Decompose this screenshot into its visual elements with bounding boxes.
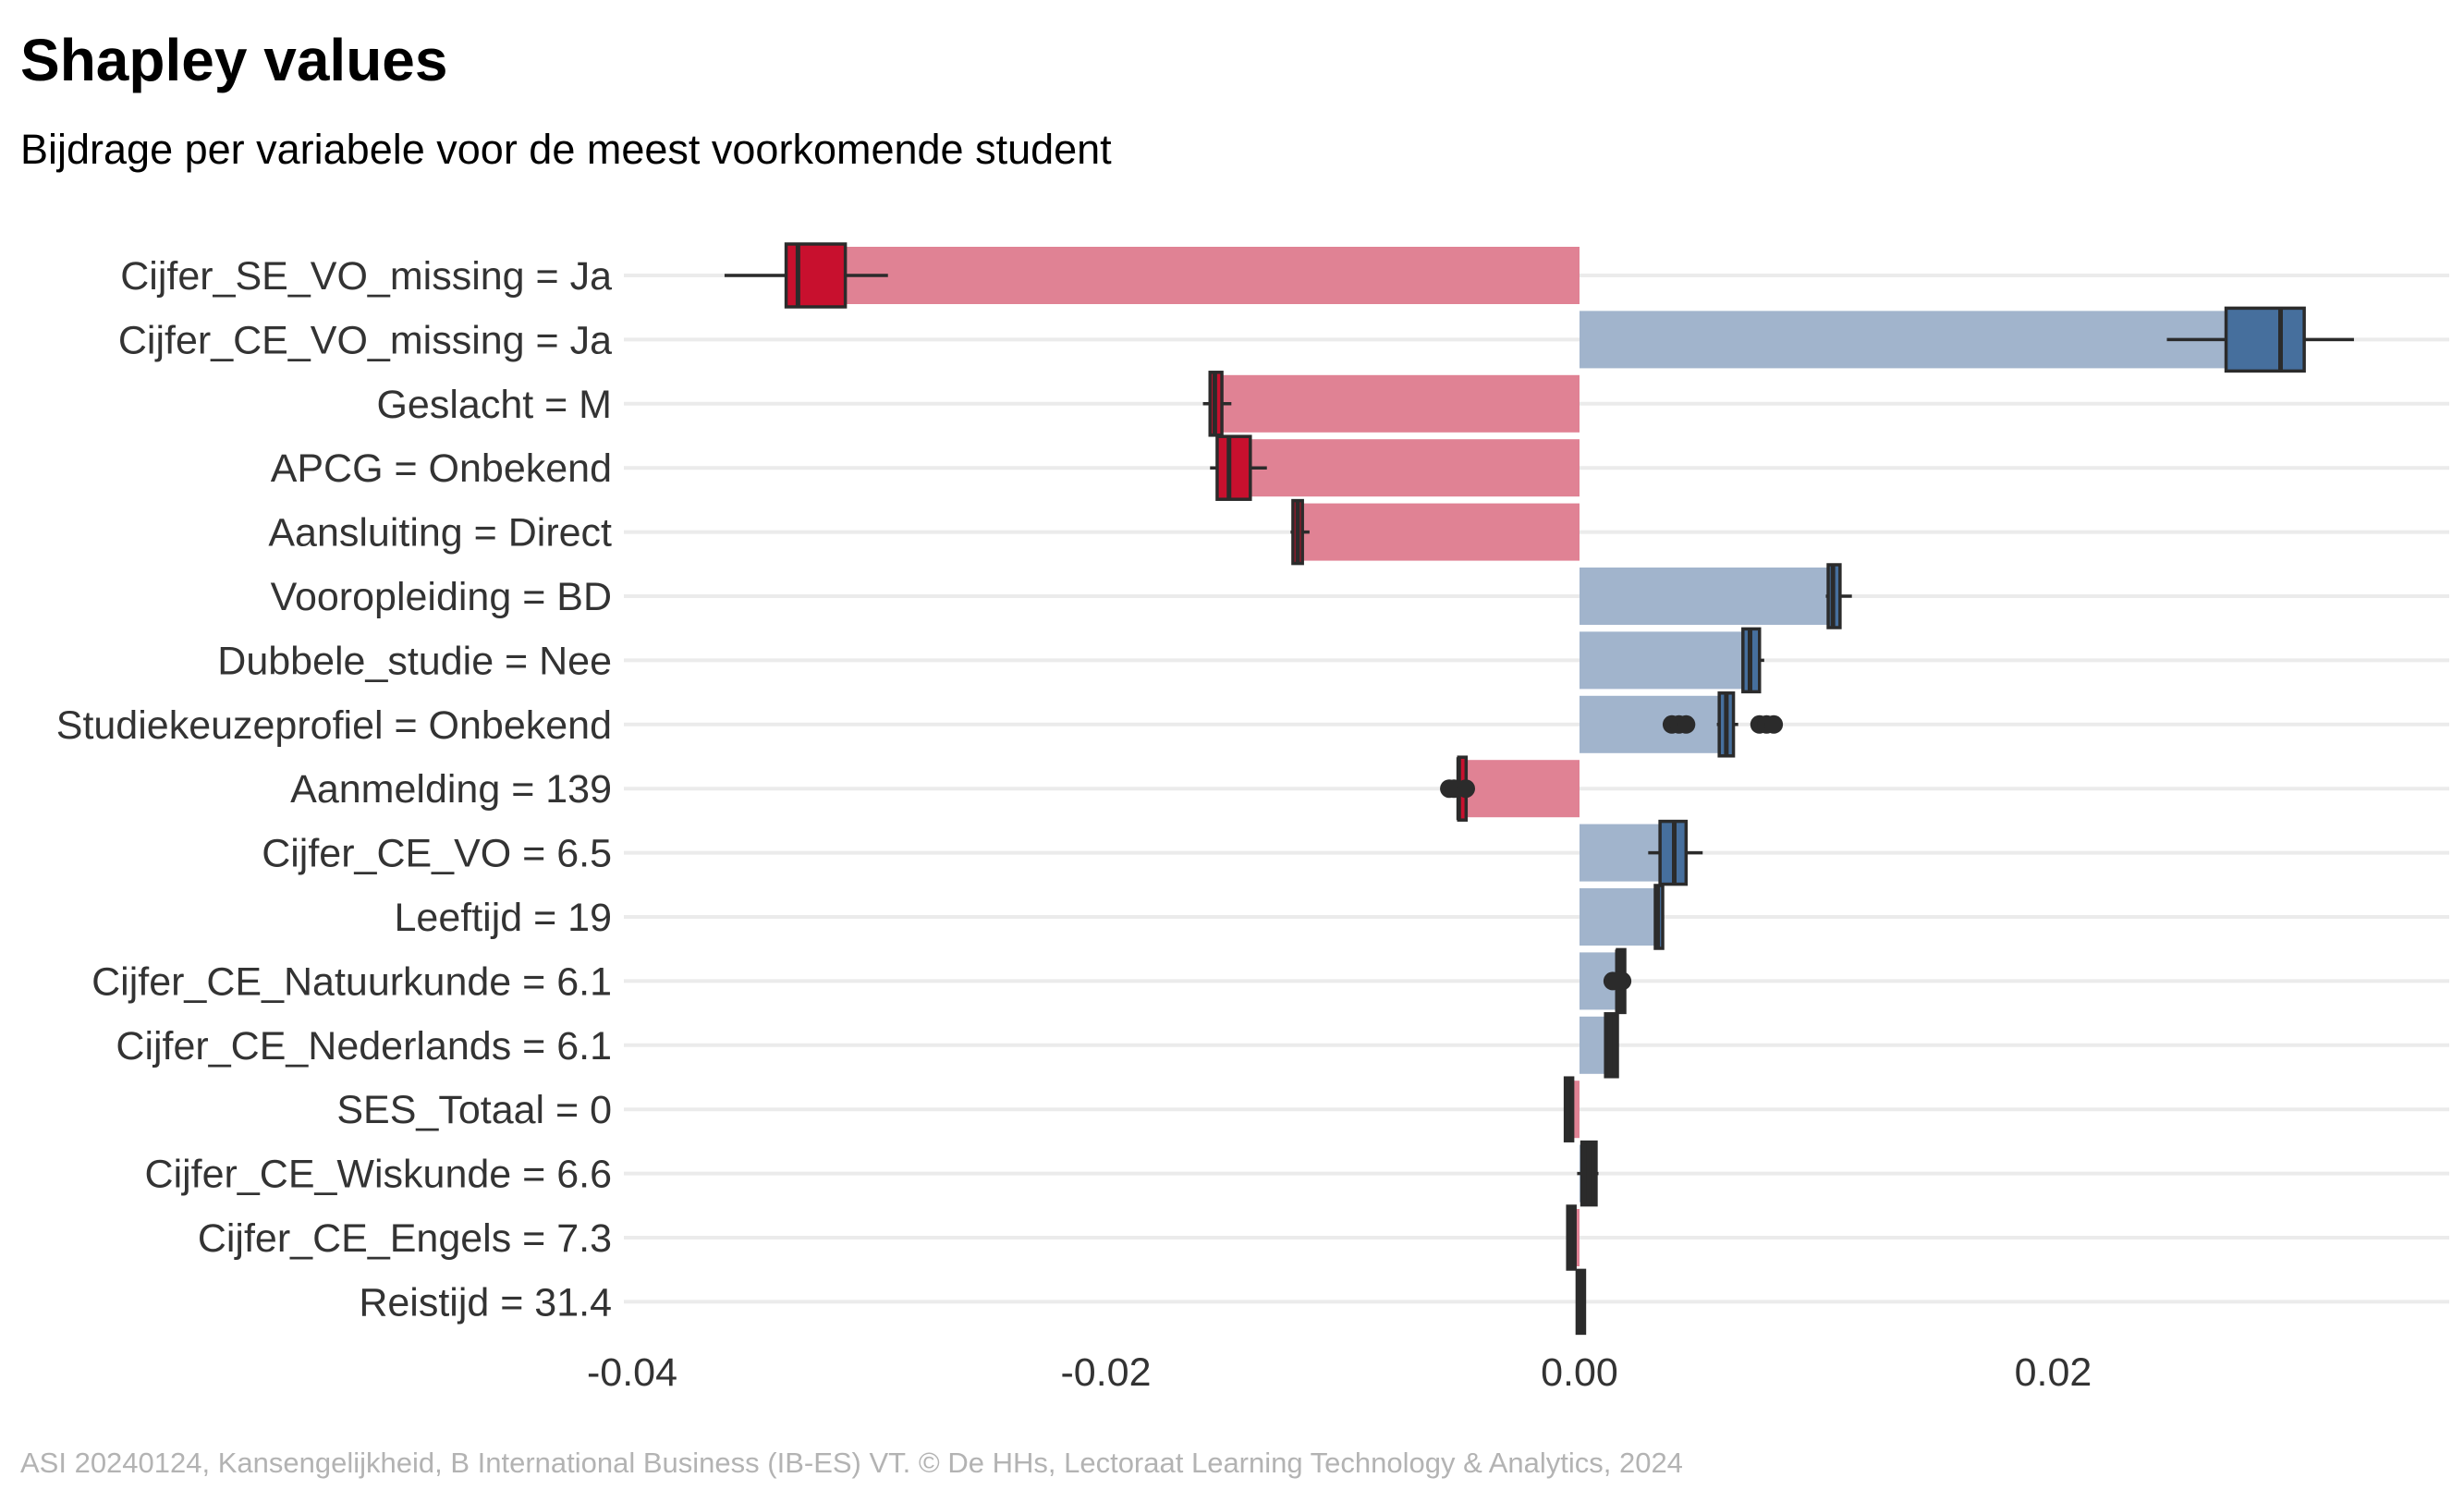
- boxplots: [724, 242, 2354, 1336]
- boxplot: [1440, 755, 1475, 822]
- boxplot-box: [2224, 306, 2306, 373]
- y-tick-label: Cijfer_CE_Natuurkunde = 6.1: [91, 959, 612, 1004]
- y-tick-label: Cijfer_CE_VO_missing = Ja: [118, 318, 612, 362]
- boxplot: [1604, 1012, 1619, 1079]
- x-tick-label: 0.00: [1541, 1350, 1618, 1395]
- boxplot-outlier: [1677, 714, 1696, 734]
- boxplot: [1575, 1268, 1587, 1336]
- boxplot-box: [1215, 434, 1252, 501]
- y-tick-label: Aanmelding = 139: [290, 767, 612, 812]
- y-tick-label: APCG = Onbekend: [271, 446, 612, 491]
- y-tick-label: Reistijd = 31.4: [359, 1280, 612, 1325]
- y-tick-label: Aansluiting = Direct: [268, 511, 612, 556]
- bar: [1580, 631, 1750, 690]
- boxplot: [724, 242, 888, 309]
- boxplot: [1662, 691, 1784, 758]
- boxplot-box: [784, 242, 848, 309]
- chart-title: Shapley values: [20, 27, 448, 93]
- bars: [814, 247, 2267, 1331]
- boxplot: [1741, 627, 1764, 694]
- y-tick-label: Leeftijd = 19: [395, 896, 613, 940]
- x-tick-label: -0.02: [1060, 1350, 1151, 1395]
- bar: [1219, 374, 1580, 433]
- boxplot: [1290, 498, 1310, 566]
- y-tick-label: Cijfer_CE_Wiskunde = 6.6: [145, 1153, 612, 1197]
- boxplot-outlier: [1764, 714, 1784, 734]
- y-tick-label: Vooropleiding = BD: [271, 575, 612, 619]
- boxplot: [1603, 947, 1632, 1015]
- boxplot: [1577, 1140, 1599, 1207]
- boxplot: [1653, 884, 1665, 950]
- boxplot: [1566, 1204, 1577, 1271]
- gridlines: [624, 274, 2449, 1304]
- bar: [1580, 568, 1829, 625]
- chart-caption: ASI 20240124, Kansengelijkheid, B Intern…: [20, 1447, 1683, 1479]
- bar: [1580, 311, 2267, 369]
- bar: [814, 247, 1580, 304]
- x-tick-label: -0.04: [587, 1350, 677, 1395]
- y-tick-label: Cijfer_CE_VO = 6.5: [262, 832, 612, 876]
- chart-subtitle: Bijdrage per variabele voor de meest voo…: [20, 126, 1112, 173]
- y-tick-label: SES_Totaal = 0: [336, 1088, 612, 1132]
- boxplot: [1825, 563, 1852, 629]
- boxplot-outlier: [1608, 971, 1627, 991]
- bar: [1580, 695, 1725, 753]
- boxplot: [1563, 1076, 1575, 1142]
- bar: [1458, 760, 1580, 818]
- bar: [1580, 888, 1658, 946]
- y-tick-label: Geslacht = M: [376, 383, 612, 427]
- x-axis-labels: -0.04 -0.02 0.00 0.02: [587, 1350, 2092, 1395]
- y-axis-labels: Cijfer_SE_VO_missing = Ja Cijfer_CE_VO_mi…: [56, 254, 612, 1325]
- y-tick-label: Studiekeuzeprofiel = Onbekend: [56, 703, 612, 748]
- boxplot-outlier: [1457, 779, 1475, 799]
- bar: [1298, 503, 1580, 561]
- x-tick-label: 0.02: [2015, 1350, 2092, 1395]
- y-tick-label: Dubbele_studie = Nee: [217, 639, 612, 683]
- bar: [1236, 439, 1580, 497]
- boxplot: [1210, 434, 1267, 501]
- y-tick-label: Cijfer_CE_Nederlands = 6.1: [116, 1024, 612, 1068]
- y-tick-label: Cijfer_CE_Engels = 7.3: [198, 1216, 612, 1261]
- y-tick-label: Cijfer_SE_VO_missing = Ja: [120, 254, 612, 299]
- boxplot: [2166, 306, 2354, 373]
- boxplot: [1648, 819, 1703, 886]
